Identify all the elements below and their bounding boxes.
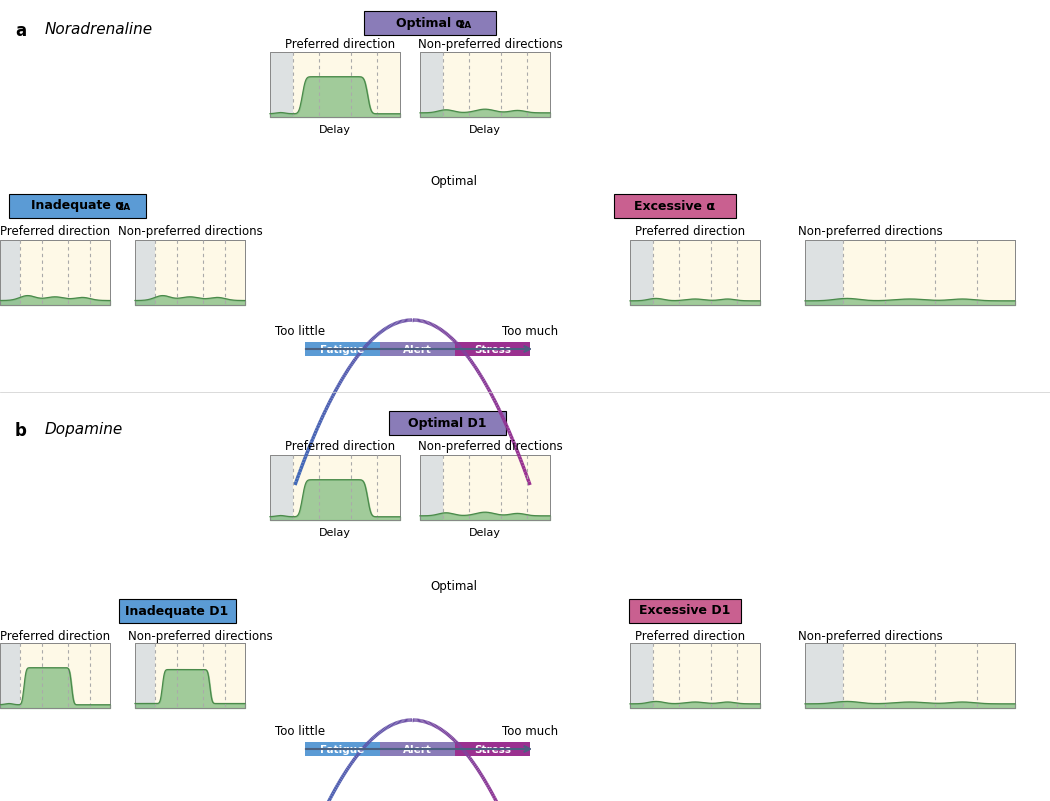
FancyBboxPatch shape [135, 240, 245, 305]
FancyBboxPatch shape [629, 599, 741, 623]
Bar [455, 342, 530, 356]
FancyBboxPatch shape [0, 643, 110, 708]
FancyBboxPatch shape [614, 194, 736, 218]
Text: Stress: Stress [474, 745, 511, 755]
Text: Stress: Stress [474, 345, 511, 355]
Bar [304, 342, 380, 356]
Bar [380, 742, 455, 756]
Text: Inadequate α: Inadequate α [30, 199, 124, 212]
Bar [0, 240, 20, 305]
Text: Alert: Alert [403, 745, 432, 755]
Text: 1: 1 [708, 203, 714, 212]
Text: b: b [15, 422, 27, 440]
Text: Too much: Too much [502, 325, 558, 338]
Text: 2A: 2A [458, 22, 471, 30]
FancyBboxPatch shape [420, 455, 550, 520]
Text: 2A: 2A [117, 203, 130, 212]
Bar [420, 455, 443, 520]
Text: Too little: Too little [275, 325, 326, 338]
FancyBboxPatch shape [420, 52, 550, 117]
Text: Optimal: Optimal [430, 175, 477, 188]
Bar [270, 52, 293, 117]
Text: Preferred direction: Preferred direction [0, 630, 110, 643]
Text: Optimal: Optimal [430, 580, 477, 593]
Text: Preferred direction: Preferred direction [285, 38, 395, 51]
Text: Delay: Delay [319, 528, 351, 538]
Text: Non-preferred directions: Non-preferred directions [418, 440, 563, 453]
FancyBboxPatch shape [805, 240, 1015, 305]
Text: Fatigue: Fatigue [320, 345, 364, 355]
FancyBboxPatch shape [630, 240, 760, 305]
Bar [420, 52, 443, 117]
Text: Optimal α: Optimal α [396, 18, 464, 30]
Bar [304, 742, 380, 756]
Text: Excessive D1: Excessive D1 [639, 605, 731, 618]
Text: Inadequate D1: Inadequate D1 [125, 605, 229, 618]
Text: a: a [15, 22, 26, 40]
FancyBboxPatch shape [135, 643, 245, 708]
Text: Fatigue: Fatigue [320, 745, 364, 755]
Bar [135, 240, 154, 305]
Bar [380, 342, 455, 356]
Text: Preferred direction: Preferred direction [635, 225, 746, 238]
Text: Delay: Delay [319, 125, 351, 135]
Text: Non-preferred directions: Non-preferred directions [128, 630, 272, 643]
Text: Noradrenaline: Noradrenaline [45, 22, 153, 37]
Text: Excessive α: Excessive α [634, 199, 715, 212]
FancyBboxPatch shape [119, 599, 236, 623]
FancyBboxPatch shape [630, 643, 760, 708]
FancyBboxPatch shape [0, 240, 110, 305]
Bar [630, 643, 653, 708]
Text: Delay: Delay [469, 528, 501, 538]
Bar [805, 643, 843, 708]
Text: Optimal D1: Optimal D1 [407, 417, 486, 429]
Text: Delay: Delay [469, 125, 501, 135]
Text: Preferred direction: Preferred direction [285, 440, 395, 453]
Bar [270, 455, 293, 520]
FancyBboxPatch shape [270, 52, 400, 117]
Bar [455, 742, 530, 756]
Text: Preferred direction: Preferred direction [635, 630, 746, 643]
Text: Non-preferred directions: Non-preferred directions [798, 630, 943, 643]
Text: Too little: Too little [275, 725, 326, 738]
FancyBboxPatch shape [9, 194, 146, 218]
Text: Preferred direction: Preferred direction [0, 225, 110, 238]
Bar [630, 240, 653, 305]
Text: Alert: Alert [403, 345, 432, 355]
Text: Non-preferred directions: Non-preferred directions [798, 225, 943, 238]
Text: Dopamine: Dopamine [45, 422, 123, 437]
Text: Non-preferred directions: Non-preferred directions [118, 225, 262, 238]
FancyBboxPatch shape [270, 455, 400, 520]
FancyBboxPatch shape [805, 643, 1015, 708]
Text: Too much: Too much [502, 725, 558, 738]
Bar [805, 240, 843, 305]
Bar [0, 643, 20, 708]
Text: Non-preferred directions: Non-preferred directions [418, 38, 563, 51]
FancyBboxPatch shape [388, 411, 506, 435]
FancyBboxPatch shape [364, 11, 496, 35]
Bar [135, 643, 154, 708]
